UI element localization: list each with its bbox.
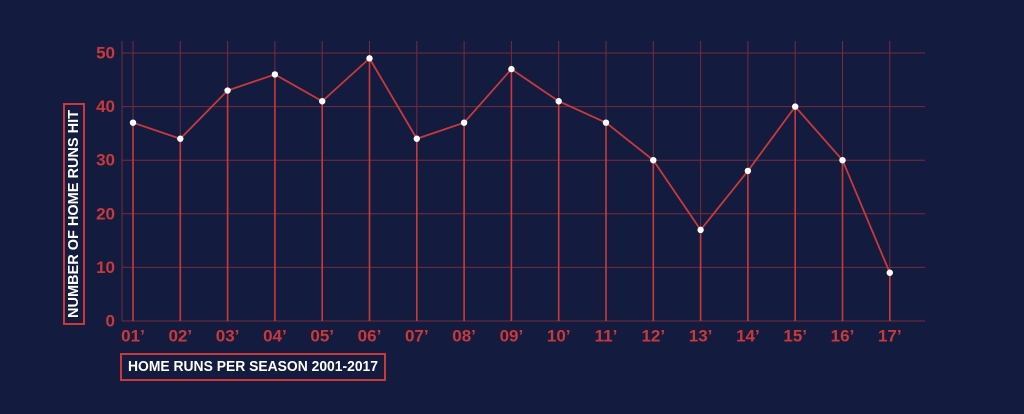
data-point — [177, 135, 184, 142]
x-tick-label: 13’ — [689, 327, 713, 346]
x-tick-label: 05’ — [310, 327, 334, 346]
data-point — [555, 98, 562, 105]
data-point — [224, 87, 231, 94]
x-axis-title-box — [120, 353, 386, 381]
x-tick-label: 17’ — [878, 327, 902, 346]
data-point — [697, 226, 704, 234]
x-tick-label: 14’ — [736, 327, 760, 346]
x-tick-label: 11’ — [595, 327, 618, 346]
data-point — [792, 103, 799, 110]
data-point — [602, 119, 610, 126]
y-axis-title-box — [63, 103, 85, 325]
y-axis-ticks: 0 10 20 30 40 50 — [96, 44, 115, 331]
x-tick-label: 01’ — [121, 327, 145, 346]
x-tick-label: 12’ — [641, 327, 665, 346]
x-tick-label: 08’ — [452, 327, 476, 346]
y-tick-label: 30 — [96, 151, 115, 170]
y-axis-title-group: NUMBER OF HOME RUNS HIT — [63, 103, 85, 325]
x-axis-title-group: HOME RUNS PER SEASON 2001-2017 — [120, 353, 386, 381]
drop-lines — [132, 58, 891, 321]
data-point — [413, 135, 420, 142]
data-point — [460, 119, 468, 126]
data-point — [650, 157, 657, 164]
data-point — [508, 65, 515, 73]
x-tick-label: 10’ — [547, 327, 571, 346]
data-point — [129, 119, 137, 126]
data-point — [839, 157, 846, 164]
data-point — [271, 71, 279, 78]
x-tick-label: 02’ — [168, 327, 192, 346]
data-point — [744, 167, 752, 175]
data-points — [129, 55, 893, 276]
x-axis-title: HOME RUNS PER SEASON 2001-2017 — [128, 359, 378, 375]
y-tick-label: 40 — [96, 97, 115, 116]
y-axis-title: NUMBER OF HOME RUNS HIT — [66, 110, 82, 318]
x-tick-label: 06’ — [358, 327, 382, 346]
grid-lines — [121, 41, 925, 322]
x-tick-label: 03’ — [216, 327, 240, 346]
y-tick-label: 20 — [96, 204, 115, 223]
y-tick-label: 10 — [96, 258, 115, 277]
x-tick-label: 15’ — [783, 327, 807, 346]
x-tick-label: 09’ — [500, 327, 524, 346]
data-point — [886, 269, 893, 276]
data-point — [366, 55, 373, 62]
x-tick-label: 04’ — [263, 327, 287, 346]
y-tick-label: 50 — [96, 44, 115, 63]
x-tick-label: 07’ — [405, 327, 429, 346]
data-point — [319, 98, 326, 105]
x-axis-ticks: 01’ 02’ 03’ 04’ 05’ 06’ 07’ 08’ 09’ 10’ 11’ 12’ 13’ 1… — [121, 327, 901, 346]
y-tick-label: 0 — [106, 312, 115, 331]
x-tick-label: 16’ — [831, 327, 855, 346]
